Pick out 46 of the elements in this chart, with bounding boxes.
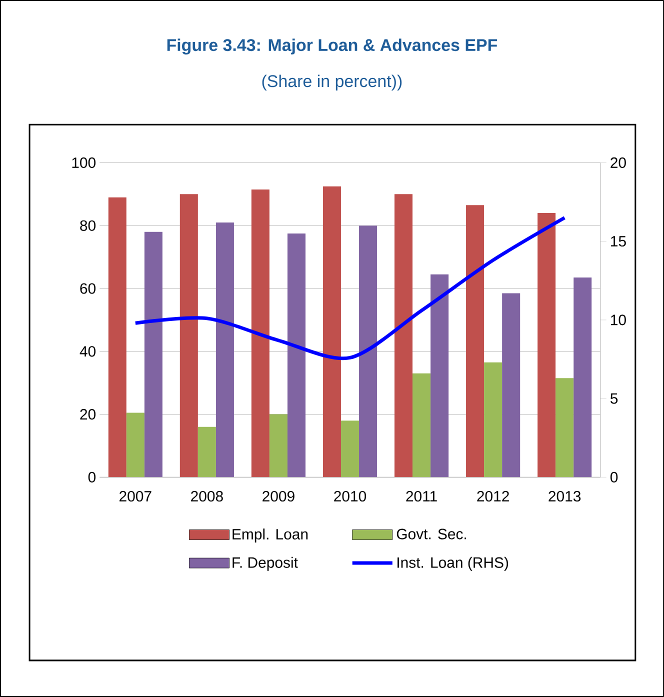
x-tick-label: 2013 <box>548 490 581 502</box>
bar <box>484 362 502 478</box>
y2-tick-label: 20 <box>610 157 626 168</box>
legend-label: Empl. Loan <box>232 528 308 542</box>
x-tick-label: 2011 <box>406 490 437 502</box>
bar <box>359 226 378 478</box>
chart-title: Figure 3.43: Major Loan & Advances EPF <box>167 38 498 55</box>
x-tick-label: 2010 <box>334 490 366 502</box>
y2-tick-label: 15 <box>611 236 626 247</box>
y-tick-label: 80 <box>80 220 96 231</box>
bar <box>251 189 270 478</box>
bar <box>430 274 449 478</box>
bar <box>180 194 198 478</box>
bar <box>538 213 556 478</box>
bar <box>466 205 484 478</box>
bar <box>322 186 342 478</box>
line-series <box>134 216 566 360</box>
bar <box>502 293 520 478</box>
bar <box>341 420 360 478</box>
legend-label: F. Deposit <box>232 556 298 571</box>
x-tick-label: 2009 <box>262 490 294 502</box>
bar <box>412 373 431 478</box>
chart-subtitle: (Share in percent)) <box>262 74 402 91</box>
bar <box>198 426 216 478</box>
y-tick-label: 0 <box>88 472 96 482</box>
y-tick-label: 60 <box>80 283 96 294</box>
legend-label: Inst. Loan (RHS) <box>398 556 508 571</box>
x-tick-label: 2007 <box>120 490 152 502</box>
bar <box>574 278 592 478</box>
x-tick-label: 2008 <box>191 490 223 502</box>
y-tick-label: 20 <box>80 408 96 420</box>
y2-tick-label: 10 <box>611 314 626 326</box>
bar <box>108 197 126 478</box>
y2-tick-label: 0 <box>610 472 618 482</box>
bar <box>144 232 162 478</box>
y2-tick-label: 5 <box>610 393 618 404</box>
bar <box>269 414 288 478</box>
bar <box>394 194 413 478</box>
bar <box>126 412 144 478</box>
legend-label: Govt. Sec. <box>396 528 466 540</box>
bar <box>216 222 234 478</box>
x-tick-label: 2012 <box>477 490 509 502</box>
bar <box>556 378 574 478</box>
bar <box>288 233 306 478</box>
y-tick-label: 40 <box>80 346 96 357</box>
y-tick-label: 100 <box>72 157 96 168</box>
